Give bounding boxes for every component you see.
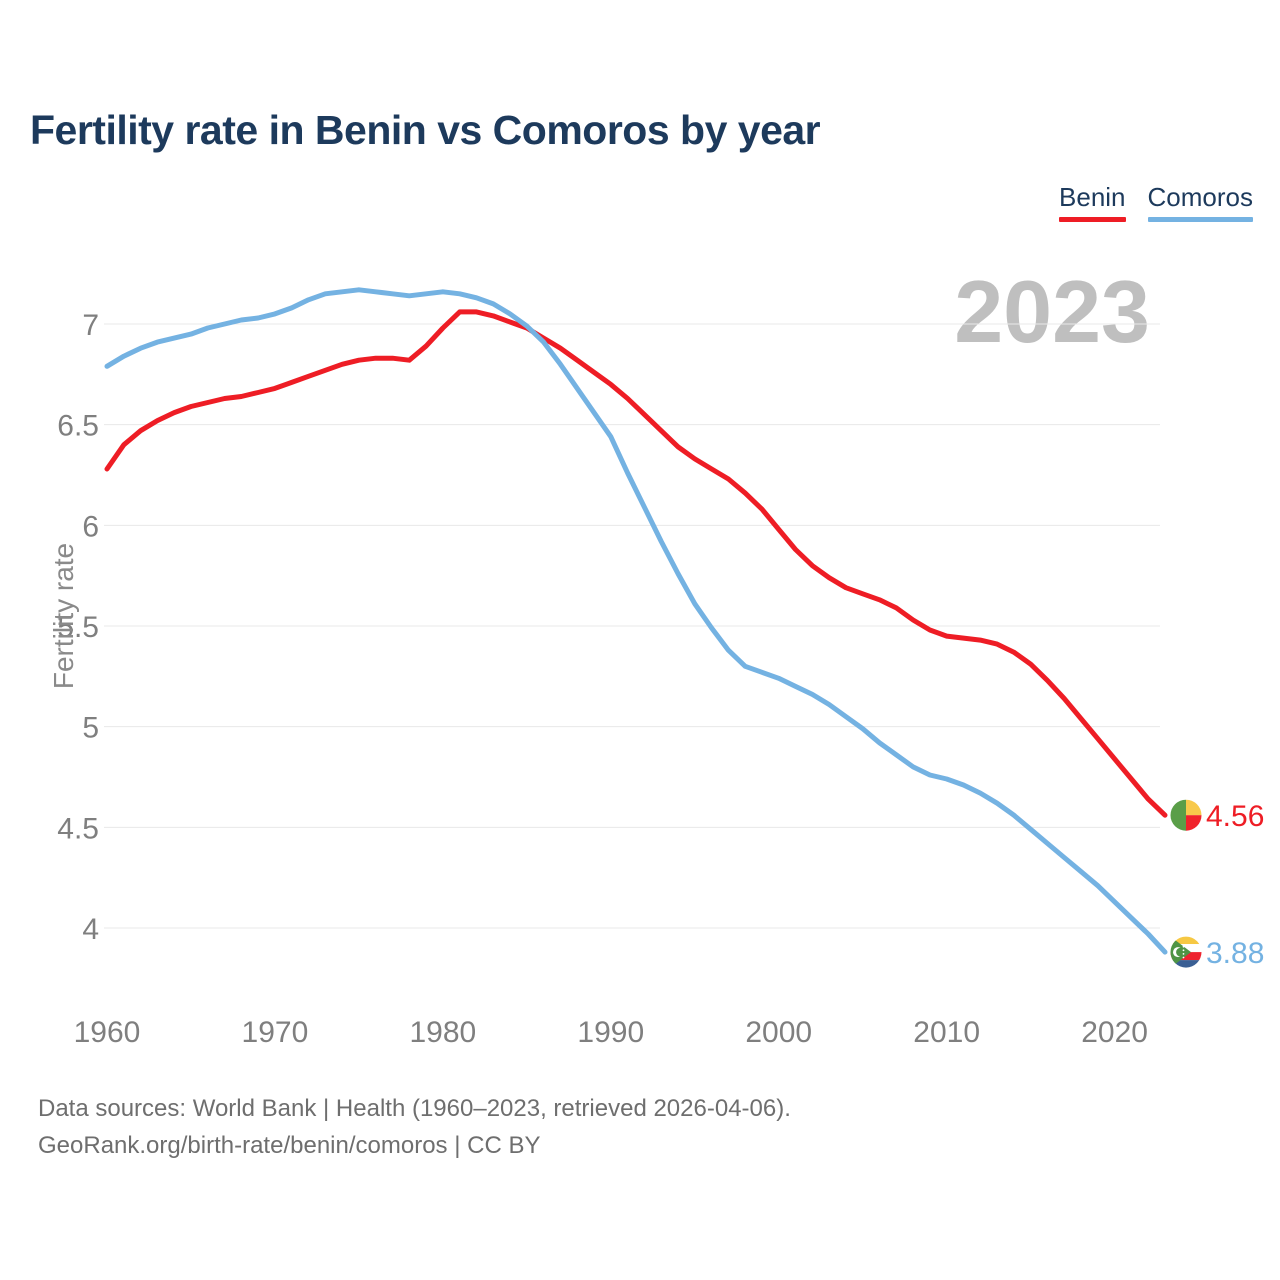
legend-item-benin[interactable]: Benin (1059, 182, 1126, 222)
y-axis-title: Fertility rate (48, 542, 79, 690)
y-tick-label: 4 (82, 913, 99, 946)
x-tick-labels: 1960 1970 1980 1990 2000 2010 2020 (74, 1016, 1148, 1049)
footer: Data sources: World Bank | Health (1960–… (38, 1090, 791, 1164)
benin-flag-icon (1170, 799, 1202, 831)
x-tick-label: 2020 (1081, 1016, 1148, 1049)
series-line-comoros[interactable] (104, 287, 1168, 955)
footer-data-sources: Data sources: World Bank | Health (1960–… (38, 1095, 791, 1122)
y-tick-label: 5.5 (57, 611, 99, 644)
comoros-flag-icon (1170, 936, 1202, 968)
x-tick-label: 1960 (74, 1016, 141, 1049)
x-tick-label: 2010 (913, 1016, 980, 1049)
y-tick-label: 5 (82, 712, 99, 745)
watermark-year: 2023 (954, 262, 1150, 361)
x-tick-label: 1970 (242, 1016, 309, 1049)
legend-swatch-benin (1059, 217, 1126, 222)
x-tick-label: 2000 (745, 1016, 812, 1049)
x-tick-label: 1980 (409, 1016, 476, 1049)
footer-attribution: GeoRank.org/birth-rate/benin/comoros | C… (38, 1132, 541, 1159)
y-tick-label: 6.5 (57, 410, 99, 443)
comoros-end-value-label: 3.88 (1206, 937, 1264, 970)
page-title: Fertility rate in Benin vs Comoros by ye… (30, 107, 821, 153)
y-tick-label: 6 (82, 510, 99, 543)
benin-end-value-label: 4.56 (1206, 800, 1264, 833)
x-tick-label: 1990 (577, 1016, 644, 1049)
gridlines (104, 323, 1160, 929)
legend-label-comoros: Comoros (1147, 182, 1253, 212)
legend: Benin Comoros (1059, 182, 1253, 222)
legend-label-benin: Benin (1059, 182, 1126, 212)
y-tick-label: 7 (82, 309, 99, 342)
legend-swatch-comoros (1147, 217, 1253, 222)
y-tick-label: 4.5 (57, 812, 99, 845)
series-line-benin[interactable] (104, 309, 1168, 818)
legend-item-comoros[interactable]: Comoros (1147, 182, 1253, 222)
y-tick-labels: 4 4.5 5 5.5 6 6.5 7 (57, 309, 99, 946)
